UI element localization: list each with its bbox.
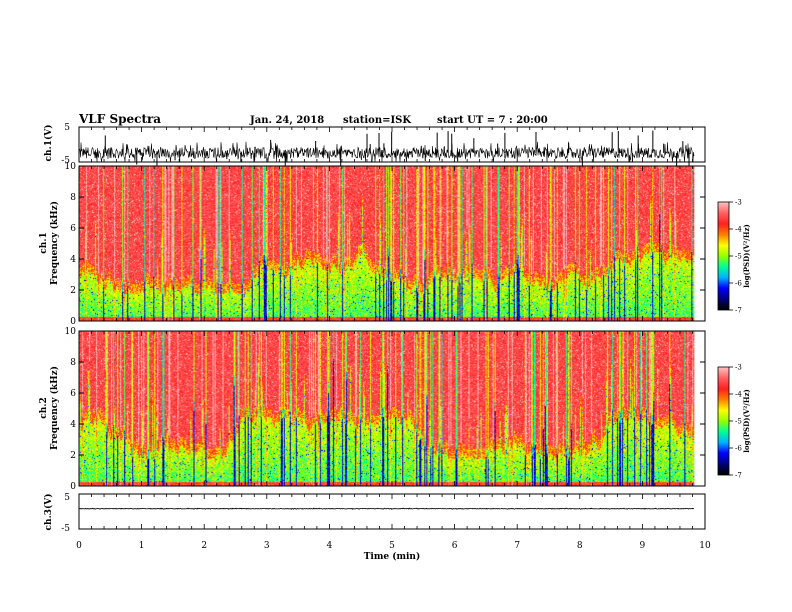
colorbar-tick-label: -3 [735,364,742,372]
time-tick-label: 10 [699,541,711,551]
frequency-tick-label: 2 [70,286,76,296]
ch2-colorbar: -3 -4 -5 -6 -7 log(PSD)(V²/Hz) [717,364,751,480]
frequency-tick-label: 6 [70,224,76,234]
start-time: start UT = 7 : 20:00 [437,115,548,126]
frequency-tick-label: 4 [70,255,76,265]
ch2-colorbar-gradient [718,367,729,475]
ch2-frequency-ticks: 0 2 4 6 8 10 [65,327,705,492]
ch1-colorbar-gradient [718,202,729,310]
ch2-spectrogram-ylabel-frequency: Frequency (kHz) [49,366,60,450]
ch1-waveform-panel: 5 -5 ch.1(V) [43,123,706,169]
colorbar-tick-label: -6 [735,445,742,453]
ch2-spectrogram-ylabel-channel: ch.2 [39,397,49,418]
time-axis-ticks [78,127,706,529]
time-tick-label: 8 [577,541,583,551]
frequency-tick-label: 4 [70,420,76,430]
time-axis-tick-labels: 0 1 2 3 4 5 6 7 8 9 10 [76,541,711,551]
ch3-waveform-panel: 5 -5 ch.3(V) [43,493,706,534]
frequency-tick-label: 8 [70,358,76,368]
time-tick-label: 1 [139,541,145,551]
ch1-frequency-ticks: 0 2 4 6 8 10 [65,162,705,327]
ch2-colorbar-ticks: -3 -4 -5 -6 -7 [729,364,742,480]
ch2-colorbar-label: log(PSD)(V²/Hz) [742,389,751,453]
ch3-ytick-bottom: -5 [61,524,70,534]
time-axis-label: Time (min) [364,551,421,562]
colorbar-tick-label: -6 [735,280,742,288]
ch3-waveform-trace [78,507,695,510]
frequency-tick-label: 10 [65,327,77,337]
colorbar-tick-label: -5 [735,253,742,261]
colorbar-tick-label: -7 [735,307,742,315]
ch1-spectrogram-ylabel-channel: ch.1 [39,232,49,253]
ch1-colorbar-ticks: -3 -4 -5 -6 -7 [729,199,742,315]
ch1-colorbar: -3 -4 -5 -6 -7 log(PSD)(V²/Hz) [717,199,751,315]
frequency-tick-label: 10 [65,162,77,172]
time-tick-label: 5 [389,541,395,551]
time-tick-label: 4 [327,541,333,551]
ch3-waveform-frame [78,493,706,530]
time-tick-label: 9 [640,541,646,551]
ch3-ytick-top: 5 [64,493,70,503]
ch1-spectrogram-image [79,166,695,321]
observation-date: Jan. 24, 2018 [249,115,324,126]
colorbar-tick-label: -4 [735,391,742,399]
ch1-spectrogram-panel: 0 2 4 6 8 10 ch.1 Frequency (kHz) [39,162,706,327]
frequency-tick-label: 8 [70,193,76,203]
frequency-tick-label: 6 [70,389,76,399]
ch1-spectrogram-ylabel-frequency: Frequency (kHz) [49,201,60,285]
ch1-ytick-top: 5 [64,123,70,133]
time-tick-label: 3 [264,541,270,551]
ch3-waveform-ylabel: ch.3(V) [43,494,54,531]
ch1-colorbar-label: log(PSD)(V²/Hz) [742,224,751,288]
figure-title: VLF Spectra [78,112,161,126]
colorbar-tick-label: -3 [735,199,742,207]
ch1-waveform-ylabel: ch.1(V) [43,125,54,162]
time-tick-label: 6 [452,541,458,551]
ch1-ytick-bottom: -5 [61,156,70,166]
colorbar-tick-label: -7 [735,472,742,480]
ch1-waveform-trace [78,141,695,163]
colorbar-tick-label: -4 [735,226,742,234]
ch2-spectrogram-image [79,331,695,486]
frequency-tick-label: 0 [70,482,76,492]
station-name: station=ISK [343,115,411,126]
frequency-tick-label: 0 [70,317,76,327]
time-tick-label: 2 [201,541,207,551]
colorbar-tick-label: -5 [735,418,742,426]
frequency-tick-label: 2 [70,451,76,461]
ch2-spectrogram-panel: 0 2 4 6 8 10 ch.2 Frequency (kHz) [39,327,706,492]
time-tick-label: 7 [514,541,520,551]
time-tick-label: 0 [76,541,82,551]
